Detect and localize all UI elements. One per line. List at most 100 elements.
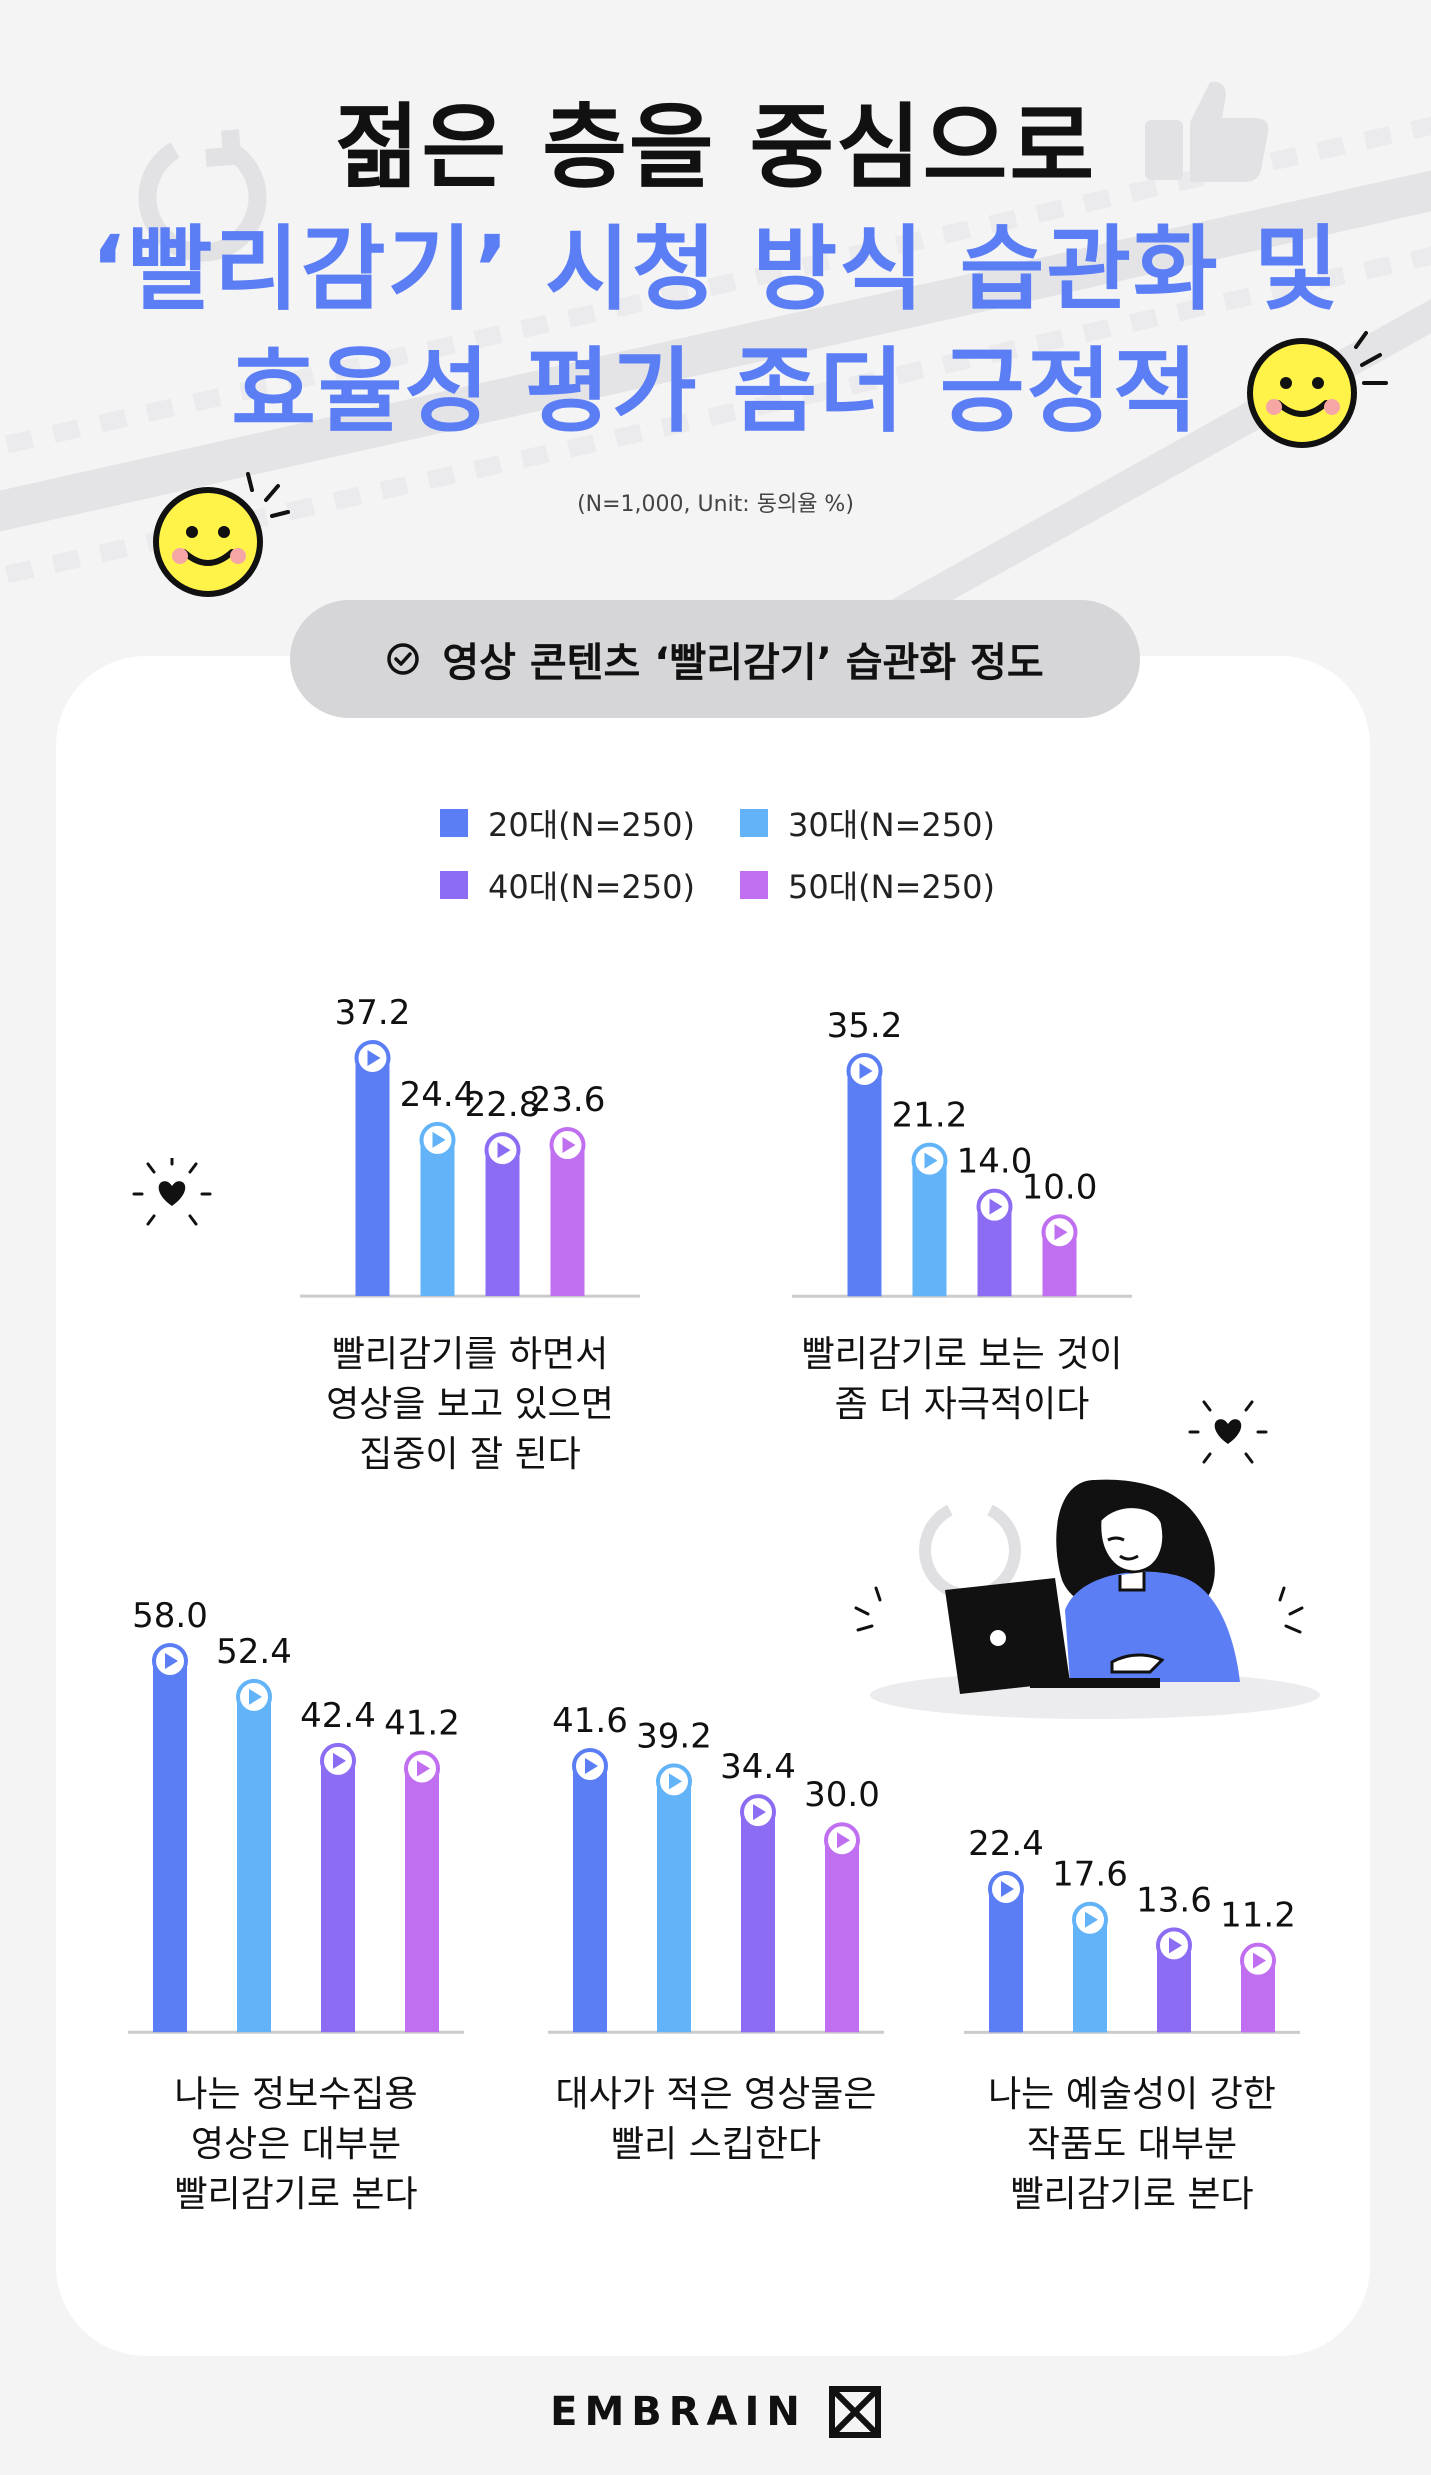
play-icon [236,1678,272,1715]
caption-line: 대사가 적은 영상물은 [555,2074,877,2115]
legend-swatch [440,809,468,837]
bar-chart-3: 58.0 52.4 42.4 41.2 [128,1541,464,2036]
data-label: 11.2 [1220,1895,1296,1935]
legend-swatch [440,871,468,899]
bar-chart-4: 41.6 39.2 34.4 30.0 [548,1646,884,2036]
bar [550,1144,585,1296]
play-icon [572,1747,608,1784]
data-label: 41.6 [552,1701,628,1741]
data-label: 13.6 [1136,1880,1212,1920]
play-icon [152,1642,188,1679]
caption-line: 빨리감기로 본다 [174,2174,418,2215]
bar-chart-5: 22.4 17.6 13.6 11.2 [964,1769,1300,2036]
legend-label: 40대(N=250) [488,868,695,906]
data-label: 52.4 [216,1632,292,1672]
play-icon [404,1750,440,1787]
data-label: 30.0 [804,1775,880,1815]
heart-icon [132,1158,212,1226]
play-icon [320,1742,356,1779]
play-icon [846,1052,883,1089]
play-icon [1156,1926,1192,1963]
bar [912,1160,947,1296]
section-label-pill: 영상 콘텐츠 ‘빨리감기’ 습관화 정도 [290,600,1140,718]
headline-line-1: 젊은 층을 중심으로 [334,94,1097,201]
bar [321,1760,355,2032]
headline-line-2: ‘빨리감기’ 시청 방식 습관화 및 [90,216,1341,323]
play-icon [1041,1213,1078,1250]
legend-label: 50대(N=250) [788,868,995,906]
bar [825,1839,859,2032]
sample-note: (N=1,000, Unit: 동의율 %) [577,492,854,517]
bar [355,1057,390,1296]
bar [1073,1919,1107,2032]
play-icon [656,1763,692,1800]
bar [485,1150,520,1296]
caption-line: 빨리감기로 본다 [1010,2174,1254,2215]
data-label: 37.2 [335,993,411,1033]
data-label: 23.6 [530,1080,606,1120]
chart-4-caption: 대사가 적은 영상물은 빨리 스킵한다 [516,2070,916,2170]
replay-icon [919,1504,1021,1602]
bar [573,1765,607,2032]
bar [153,1660,187,2032]
data-label: 22.4 [968,1824,1044,1864]
bar [657,1781,691,2032]
caption-line: 빨리감기를 하면서 [331,1334,609,1375]
caption-line: 나는 정보수집용 [174,2074,418,2115]
data-label: 34.4 [720,1747,796,1787]
legend-label: 20대(N=250) [488,806,695,844]
data-label: 39.2 [636,1716,712,1756]
caption-line: 집중이 잘 된다 [359,1434,581,1475]
play-icon [976,1188,1013,1225]
bar [847,1070,882,1296]
embrain-logo: EMBRAIN [0,2386,1431,2438]
data-label: 42.4 [300,1696,376,1736]
logo-text: EMBRAIN [550,2389,807,2435]
heart-icon [1188,1400,1268,1464]
replay-icon [138,129,267,262]
play-icon [1072,1901,1108,1938]
check-circle-icon [387,643,420,675]
data-label: 58.0 [132,1596,208,1636]
play-icon [484,1132,521,1169]
bar [420,1139,455,1296]
play-icon [1240,1942,1276,1979]
data-label: 17.6 [1052,1854,1128,1894]
legend-item-20s: 20대(N=250) [440,800,695,846]
data-label: 41.2 [384,1703,460,1743]
bar [405,1768,439,2032]
data-label: 22.8 [465,1085,541,1125]
bar-chart-1: 37.2 24.4 22.8 23.6 [300,938,640,1300]
chart-1-caption: 빨리감기를 하면서 영상을 보고 있으면 집중이 잘 된다 [270,1330,670,1480]
caption-line: 작품도 대부분 [1026,2124,1238,2165]
legend-item-40s: 40대(N=250) [440,862,695,908]
headline-line-3: 효율성 평가 좀더 긍정적 [231,338,1200,445]
legend-label: 30대(N=250) [788,806,995,844]
data-label: 35.2 [827,1006,903,1046]
smiley-icon [1247,331,1388,448]
play-icon [911,1142,948,1179]
data-label: 21.2 [892,1095,968,1135]
smiley-icon [153,472,290,597]
caption-line: 빨리 스킵한다 [610,2124,822,2165]
caption-line: 영상을 보고 있으면 [326,1384,614,1425]
woman-laptop-illustration [854,1479,1320,1719]
legend-swatch [740,809,768,837]
data-label: 24.4 [400,1075,476,1115]
play-icon [988,1870,1024,1907]
chart-3-caption: 나는 정보수집용 영상은 대부분 빨리감기로 본다 [96,2070,496,2220]
play-icon [824,1821,860,1858]
section-label: 영상 콘텐츠 ‘빨리감기’ 습관화 정도 [442,640,1044,686]
embrain-logo-icon [828,2386,881,2438]
play-icon [740,1793,776,1830]
legend-item-30s: 30대(N=250) [740,800,995,846]
caption-line: 영상은 대부분 [190,2124,402,2165]
play-icon [419,1121,456,1158]
caption-line: 좀 더 자극적이다 [834,1384,1090,1425]
chart-2-caption: 빨리감기로 보는 것이 좀 더 자극적이다 [762,1330,1162,1430]
bar [989,1888,1023,2032]
thumbs-up-icon [1145,81,1269,182]
play-icon [354,1039,391,1076]
bar-chart-2: 35.2 21.2 14.0 10.0 [792,951,1132,1300]
legend-item-50s: 50대(N=250) [740,862,995,908]
